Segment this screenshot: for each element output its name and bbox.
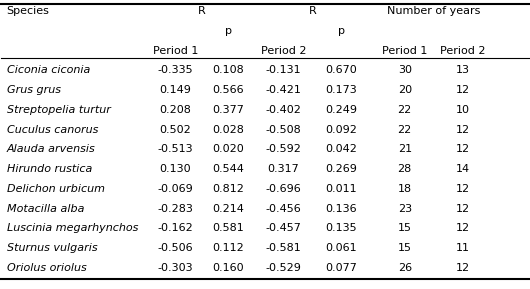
Text: -0.131: -0.131 xyxy=(266,66,301,75)
Text: Period 1: Period 1 xyxy=(153,46,198,56)
Text: Delichon urbicum: Delichon urbicum xyxy=(7,184,104,194)
Text: Grus grus: Grus grus xyxy=(7,85,60,95)
Text: -0.303: -0.303 xyxy=(157,263,193,273)
Text: Motacilla alba: Motacilla alba xyxy=(7,204,84,214)
Text: 11: 11 xyxy=(456,243,470,253)
Text: 13: 13 xyxy=(456,66,470,75)
Text: Period 2: Period 2 xyxy=(440,46,485,56)
Text: Alauda arvensis: Alauda arvensis xyxy=(7,144,95,154)
Text: -0.162: -0.162 xyxy=(157,223,193,234)
Text: 12: 12 xyxy=(456,85,470,95)
Text: 0.812: 0.812 xyxy=(212,184,244,194)
Text: 0.028: 0.028 xyxy=(212,125,244,135)
Text: 0.061: 0.061 xyxy=(325,243,357,253)
Text: 0.581: 0.581 xyxy=(212,223,244,234)
Text: -0.513: -0.513 xyxy=(157,144,193,154)
Text: 0.208: 0.208 xyxy=(160,105,191,115)
Text: Oriolus oriolus: Oriolus oriolus xyxy=(7,263,86,273)
Text: 0.149: 0.149 xyxy=(160,85,191,95)
Text: -0.592: -0.592 xyxy=(266,144,302,154)
Text: 22: 22 xyxy=(398,105,412,115)
Text: 10: 10 xyxy=(456,105,470,115)
Text: 0.042: 0.042 xyxy=(325,144,357,154)
Text: p: p xyxy=(338,26,345,36)
Text: -0.456: -0.456 xyxy=(266,204,302,214)
Text: 12: 12 xyxy=(456,223,470,234)
Text: Luscinia megarhynchos: Luscinia megarhynchos xyxy=(7,223,138,234)
Text: Period 2: Period 2 xyxy=(261,46,306,56)
Text: 0.130: 0.130 xyxy=(160,164,191,174)
Text: -0.529: -0.529 xyxy=(266,263,302,273)
Text: -0.508: -0.508 xyxy=(266,125,302,135)
Text: -0.402: -0.402 xyxy=(266,105,302,115)
Text: 0.670: 0.670 xyxy=(325,66,357,75)
Text: 28: 28 xyxy=(398,164,412,174)
Text: 12: 12 xyxy=(456,204,470,214)
Text: Cuculus canorus: Cuculus canorus xyxy=(7,125,98,135)
Text: Hirundo rustica: Hirundo rustica xyxy=(7,164,92,174)
Text: 0.214: 0.214 xyxy=(212,204,244,214)
Text: 12: 12 xyxy=(456,263,470,273)
Text: 0.249: 0.249 xyxy=(325,105,357,115)
Text: -0.421: -0.421 xyxy=(266,85,302,95)
Text: -0.335: -0.335 xyxy=(157,66,193,75)
Text: 12: 12 xyxy=(456,144,470,154)
Text: -0.069: -0.069 xyxy=(157,184,193,194)
Text: -0.457: -0.457 xyxy=(266,223,302,234)
Text: 0.112: 0.112 xyxy=(212,243,244,253)
Text: 0.566: 0.566 xyxy=(213,85,244,95)
Text: 0.092: 0.092 xyxy=(325,125,357,135)
Text: -0.696: -0.696 xyxy=(266,184,302,194)
Text: Species: Species xyxy=(7,6,49,16)
Text: 30: 30 xyxy=(398,66,412,75)
Text: 14: 14 xyxy=(456,164,470,174)
Text: 0.160: 0.160 xyxy=(213,263,244,273)
Text: 0.011: 0.011 xyxy=(325,184,357,194)
Text: Ciconia ciconia: Ciconia ciconia xyxy=(7,66,90,75)
Text: 12: 12 xyxy=(456,125,470,135)
Text: 0.269: 0.269 xyxy=(325,164,357,174)
Text: R: R xyxy=(198,6,206,16)
Text: Number of years: Number of years xyxy=(387,6,480,16)
Text: 0.077: 0.077 xyxy=(325,263,357,273)
Text: p: p xyxy=(225,26,232,36)
Text: 15: 15 xyxy=(398,243,412,253)
Text: R: R xyxy=(308,6,316,16)
Text: 22: 22 xyxy=(398,125,412,135)
Text: Period 1: Period 1 xyxy=(382,46,427,56)
Text: 0.544: 0.544 xyxy=(212,164,244,174)
Text: 0.020: 0.020 xyxy=(212,144,244,154)
Text: Streptopelia turtur: Streptopelia turtur xyxy=(7,105,111,115)
Text: 0.173: 0.173 xyxy=(325,85,357,95)
Text: Sturnus vulgaris: Sturnus vulgaris xyxy=(7,243,98,253)
Text: 23: 23 xyxy=(398,204,412,214)
Text: 15: 15 xyxy=(398,223,412,234)
Text: -0.581: -0.581 xyxy=(266,243,302,253)
Text: 0.317: 0.317 xyxy=(268,164,299,174)
Text: 26: 26 xyxy=(398,263,412,273)
Text: 0.135: 0.135 xyxy=(325,223,357,234)
Text: -0.506: -0.506 xyxy=(157,243,193,253)
Text: 0.502: 0.502 xyxy=(160,125,191,135)
Text: 0.377: 0.377 xyxy=(212,105,244,115)
Text: 0.108: 0.108 xyxy=(212,66,244,75)
Text: 18: 18 xyxy=(398,184,412,194)
Text: 20: 20 xyxy=(398,85,412,95)
Text: 12: 12 xyxy=(456,184,470,194)
Text: 0.136: 0.136 xyxy=(325,204,357,214)
Text: 21: 21 xyxy=(398,144,412,154)
Text: -0.283: -0.283 xyxy=(157,204,193,214)
